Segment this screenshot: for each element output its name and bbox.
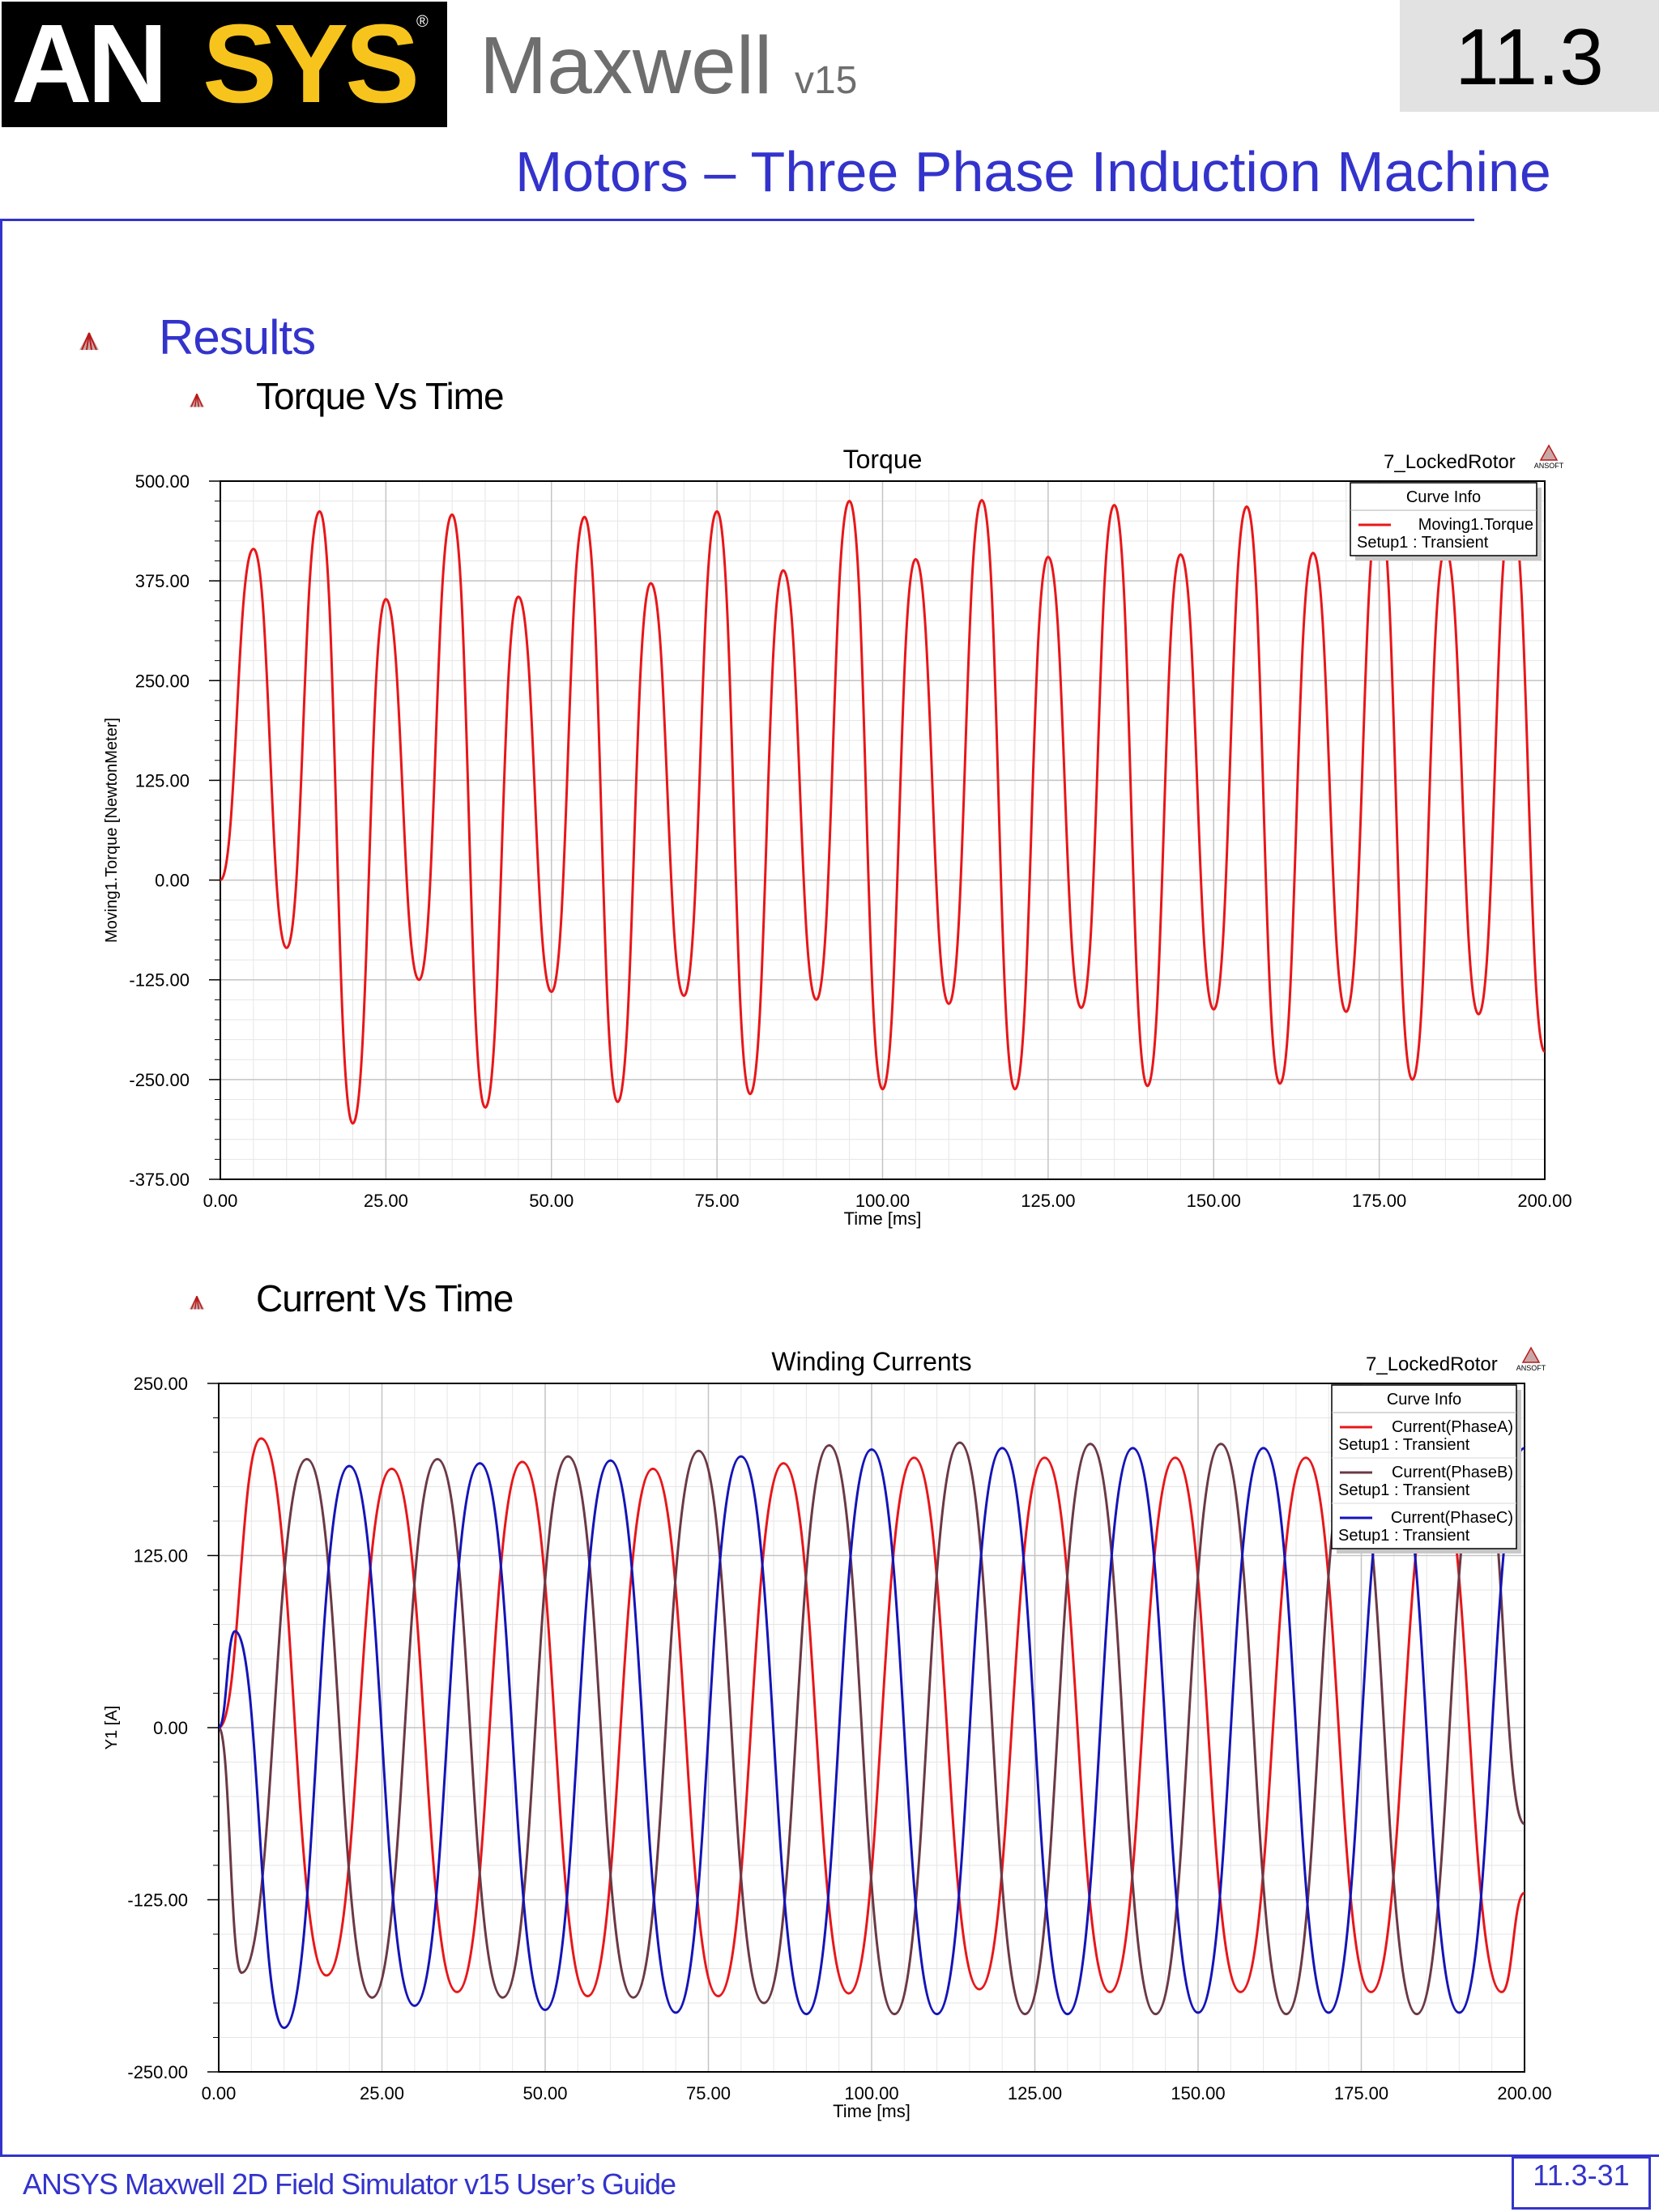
page-title: Motors – Three Phase Induction Machine [515, 140, 1551, 203]
x-axis-label: Time [ms] [844, 1208, 922, 1229]
x-tick-label: 150.00 [1187, 1191, 1241, 1211]
x-tick-label: 125.00 [1021, 1191, 1075, 1211]
y-tick-label: -250.00 [129, 1070, 190, 1090]
x-tick-label: 100.00 [855, 1191, 910, 1211]
y-tick-label: 0.00 [155, 871, 190, 891]
product-title: Maxwell [480, 20, 773, 111]
x-tick-label: 175.00 [1334, 2083, 1388, 2103]
series-line-moving1-torque [220, 499, 1545, 1125]
torque-chart: 0.00 25.00 50.00 75.00 100.00 125.00 150.00 175… [103, 444, 1572, 1229]
y-tick-label: 0.00 [153, 1718, 188, 1738]
legend-entry-name: Current(PhaseB) [1392, 1464, 1513, 1481]
x-tick-label: 25.00 [360, 2083, 404, 2103]
y-tick-label: 250.00 [135, 671, 190, 691]
ansoft-logo-text: ANSOFT [1534, 462, 1564, 470]
y-tick-label: -125.00 [129, 970, 190, 991]
title-divider [0, 219, 1474, 221]
series-line-current-phasea- [219, 1437, 1525, 1998]
series-line-current-phaseb- [219, 1441, 1525, 2016]
winding-currents-chart: 0.00 25.00 50.00 75.00 100.00 125.00 150.00 175… [103, 1346, 1552, 2121]
legend-box [1350, 482, 1537, 556]
x-tick-label: 0.00 [203, 1191, 238, 1211]
legend-entry-name: Moving1.Torque [1418, 516, 1533, 534]
x-tick-label: 100.00 [844, 2083, 898, 2103]
x-tick-label: 200.00 [1497, 2083, 1551, 2103]
y-tick-label: 250.00 [134, 1374, 188, 1394]
ansoft-logo-mark [1539, 444, 1559, 461]
x-tick-label: 50.00 [522, 2083, 567, 2103]
section-number: 11.3 [1455, 12, 1604, 101]
left-margin-rule [0, 219, 2, 2154]
legend-title: Curve Info [1387, 1391, 1461, 1409]
series-line-current-phasec- [219, 1447, 1525, 2030]
logo-registered-mark: ® [416, 13, 429, 31]
torque-heading: Torque Vs Time [256, 375, 505, 417]
y-tick-label: 125.00 [134, 1546, 188, 1566]
ansoft-logo-icon: ANSOFT [1516, 1346, 1546, 1372]
ansys-bullet-icon [79, 332, 99, 351]
project-label: 7_LockedRotor [1384, 451, 1516, 473]
x-tick-label: 125.00 [1008, 2083, 1062, 2103]
ansys-bullet-icon [189, 1295, 205, 1310]
current-heading: Current Vs Time [256, 1277, 514, 1319]
y-tick-label: -250.00 [127, 2062, 188, 2082]
legend-entry-name: Current(PhaseA) [1392, 1418, 1513, 1436]
legend-entry-name: Current(PhaseC) [1391, 1509, 1513, 1527]
ansys-logo: AN SYS ® [2, 2, 447, 127]
x-tick-label: 0.00 [202, 2083, 237, 2103]
product-name: Maxwell v15 [480, 19, 857, 113]
ansoft-logo-text: ANSOFT [1516, 1364, 1546, 1372]
project-label: 7_LockedRotor [1366, 1353, 1498, 1375]
product-version: v15 [794, 59, 858, 102]
x-tick-label: 50.00 [529, 1191, 574, 1211]
legend-title: Curve Info [1406, 488, 1481, 506]
y-tick-label: 500.00 [135, 471, 190, 492]
legend-entry-sub: Setup1 : Transient [1338, 1481, 1470, 1499]
chart-title: Torque [843, 445, 923, 474]
section-number-box [1400, 0, 1659, 112]
plot-frame [220, 480, 1546, 1180]
x-tick-label: 200.00 [1517, 1191, 1572, 1211]
x-tick-label: 75.00 [695, 1191, 740, 1211]
legend-entry-sub: Setup1 : Transient [1338, 1436, 1470, 1454]
legend-entry-sub: Setup1 : Transient [1357, 534, 1489, 552]
footer-divider [0, 2154, 1659, 2157]
results-heading: Results [159, 310, 316, 364]
y-tick-label: -375.00 [129, 1170, 190, 1190]
x-tick-label: 150.00 [1171, 2083, 1225, 2103]
page-number: 11.3-31 [1512, 2156, 1651, 2210]
y-tick-label: 125.00 [135, 770, 190, 791]
ansys-bullet-icon [189, 393, 205, 407]
ansoft-logo-mark [1521, 1346, 1541, 1363]
footer-guide-title: ANSYS Maxwell 2D Field Simulator v15 Use… [23, 2167, 676, 2201]
x-axis-label: Time [ms] [833, 2101, 911, 2121]
x-tick-label: 25.00 [364, 1191, 408, 1211]
legend-entry-sub: Setup1 : Transient [1338, 1527, 1470, 1545]
x-tick-label: 175.00 [1352, 1191, 1406, 1211]
y-tick-label: -125.00 [127, 1890, 188, 1911]
x-tick-label: 75.00 [686, 2083, 731, 2103]
y-axis-label: Y1 [A] [103, 1706, 121, 1750]
chart-title: Winding Currents [771, 1347, 971, 1376]
ansoft-logo-icon: ANSOFT [1534, 444, 1564, 470]
y-tick-label: 375.00 [135, 571, 190, 591]
y-axis-label: Moving1.Torque [NewtonMeter] [103, 718, 121, 943]
logo-text-an: AN [11, 2, 168, 126]
logo-text-sys: SYS [203, 2, 420, 126]
